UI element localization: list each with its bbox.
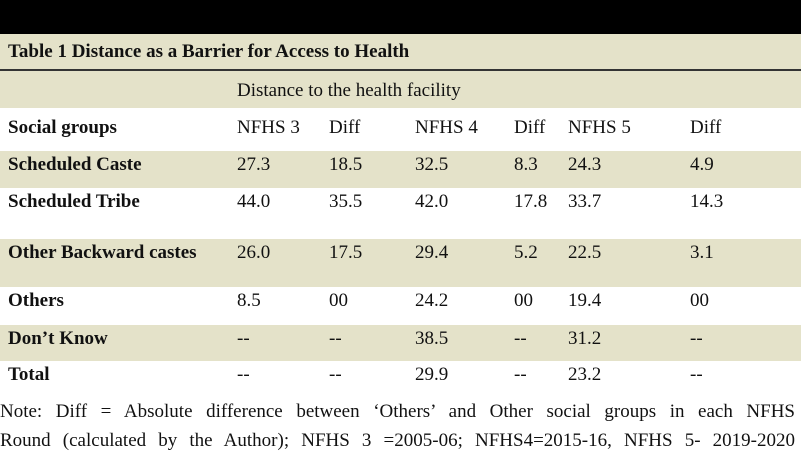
table-row: Don’t Know -- -- 38.5 -- 31.2 -- [0, 325, 801, 361]
table-cell: 00 [329, 290, 348, 311]
note-line-2: Round (calculated by the Author); NFHS 3… [0, 430, 795, 451]
table-cell: 22.5 [568, 242, 602, 263]
group-header: Distance to the health facility [237, 80, 461, 101]
note-line-1: Note: Diff = Absolute difference between… [0, 401, 795, 422]
table-cell: 14.3 [690, 191, 724, 212]
row-label: Others [8, 290, 64, 311]
table-cell: 3.1 [690, 242, 714, 263]
table-cell: -- [514, 328, 527, 349]
table-cell: 5.2 [514, 242, 538, 263]
table-cell: 8.3 [514, 154, 538, 175]
table-row: Total -- -- 29.9 -- 23.2 -- [0, 361, 801, 393]
column-header: Diff [690, 117, 722, 138]
table-row: Scheduled Tribe 44.0 35.5 42.0 17.8 33.7 14.3 [0, 188, 801, 239]
table-cell: 29.4 [415, 242, 449, 263]
row-label: Scheduled Tribe [8, 191, 140, 212]
row-label: Don’t Know [8, 328, 108, 349]
table-cell: 24.2 [415, 290, 449, 311]
table-cell: 4.9 [690, 154, 714, 175]
table-cell: -- [690, 328, 703, 349]
row-label: Other Backward castes [8, 242, 197, 263]
table-cell: 19.4 [568, 290, 602, 311]
group-header-row: Distance to the health facility [0, 71, 801, 108]
table-cell: 00 [514, 290, 533, 311]
row-label: Scheduled Caste [8, 154, 142, 175]
column-header: Diff [514, 117, 546, 138]
table-cell: 17.8 [514, 191, 548, 212]
table-cell: 44.0 [237, 191, 271, 212]
table-cell: -- [690, 364, 703, 385]
table-cell: -- [237, 364, 250, 385]
table-cell: 42.0 [415, 191, 449, 212]
table-cell: 26.0 [237, 242, 271, 263]
column-header: NFHS 5 [568, 117, 631, 138]
top-black-bar [0, 0, 801, 34]
table-cell: -- [514, 364, 527, 385]
table-cell: -- [237, 328, 250, 349]
table-cell: 27.3 [237, 154, 271, 175]
table-cell: 35.5 [329, 191, 363, 212]
table-cell: 38.5 [415, 328, 449, 349]
table-cell: 32.5 [415, 154, 449, 175]
table-row: Other Backward castes 26.0 17.5 29.4 5.2 22.5… [0, 239, 801, 287]
table-row: Scheduled Caste 27.3 18.5 32.5 8.3 24.3 4.9 [0, 151, 801, 188]
table-cell: 24.3 [568, 154, 602, 175]
column-header-row: Social groups NFHS 3 Diff NFHS 4 Diff NFHS 5 D… [0, 108, 801, 151]
table-cell: -- [329, 364, 342, 385]
table-row: Others 8.5 00 24.2 00 19.4 00 [0, 287, 801, 325]
title-divider [0, 69, 801, 71]
table-title: Table 1 Distance as a Barrier for Access… [0, 34, 801, 69]
table-cell: 29.9 [415, 364, 449, 385]
table-cell: 33.7 [568, 191, 602, 212]
table-cell: 17.5 [329, 242, 363, 263]
column-header: NFHS 4 [415, 117, 478, 138]
column-header: Diff [329, 117, 361, 138]
table-cell: 8.5 [237, 290, 261, 311]
table-cell: 00 [690, 290, 709, 311]
row-label: Total [8, 364, 50, 385]
table-cell: -- [329, 328, 342, 349]
column-header: Social groups [8, 117, 117, 138]
table-cell: 31.2 [568, 328, 602, 349]
column-header: NFHS 3 [237, 117, 300, 138]
table-cell: 23.2 [568, 364, 602, 385]
table-cell: 18.5 [329, 154, 363, 175]
